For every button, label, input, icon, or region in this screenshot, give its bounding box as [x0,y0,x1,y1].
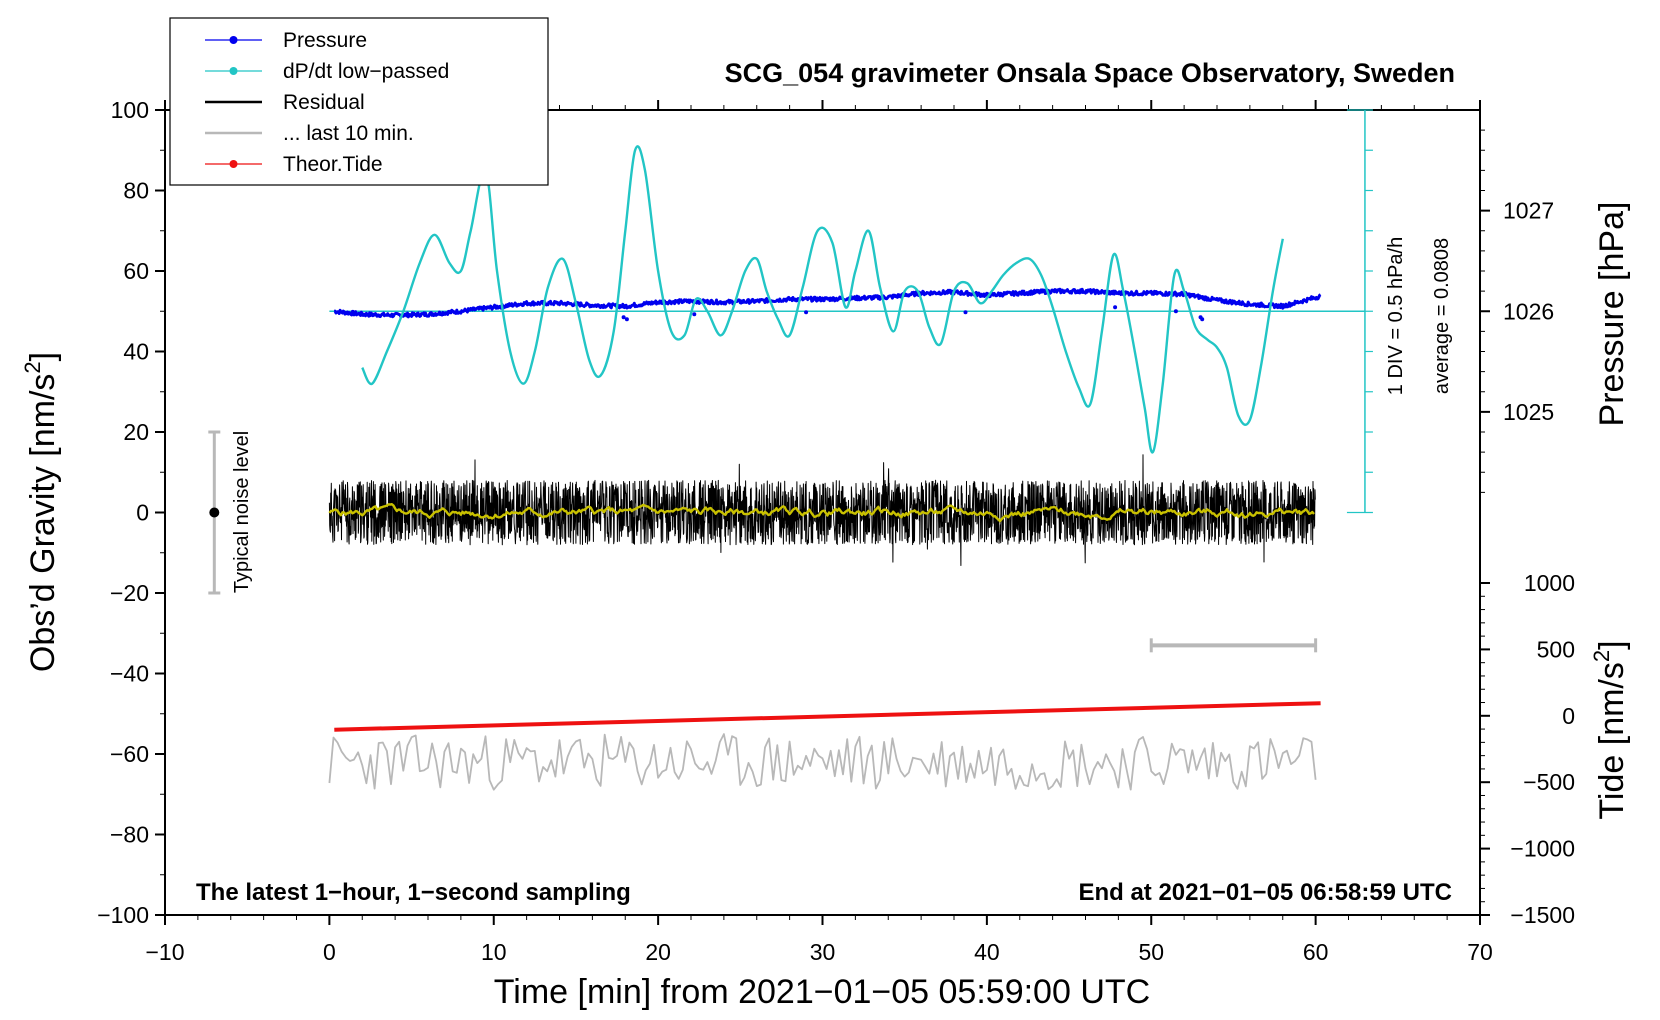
tide-tick-label: −1500 [1510,902,1575,928]
y-ticks: −100 −80 −60 −40 −20 0 20 40 60 80 100 [97,97,165,928]
legend-label: Residual [283,91,365,114]
sampling-note: The latest 1−hour, 1−second sampling [196,879,631,906]
y-tick-label: −40 [110,661,149,687]
x-tick-label: 40 [974,939,1000,965]
pressure-ticks: 1025 1026 1027 [1480,129,1554,493]
pressure-tick-label: 1027 [1503,198,1554,224]
x-tick-label: 50 [1138,939,1164,965]
series-tide-line [334,701,1321,732]
series-pressure-line [333,287,1322,319]
x-tick-label: 0 [323,939,336,965]
pressure-dropout-point [1173,309,1178,314]
y-axis-title-text: Obs’d Gravity [nm/s [24,374,62,673]
noise-bar-center [209,507,220,518]
tide-tick-label: 500 [1537,636,1575,662]
series-last10-line [328,733,1317,791]
y-tick-label: 60 [123,258,149,284]
pressure-tick-label: 1025 [1503,399,1554,425]
tide-axis-title-sup: 2 [1589,650,1614,662]
tide-ticks: −1500 −1000 −500 0 500 1000 [1480,570,1575,928]
legend-label: Theor.Tide [283,153,383,176]
y-tick-label: 0 [136,500,149,526]
tide-tick-label: 1000 [1524,570,1575,596]
x-axis-title: Time [min] from 2021−01−05 05:59:00 UTC [494,973,1150,1011]
legend-swatch-dot [229,36,238,44]
tide-axis-title: Tide [nm/s2] [1589,640,1631,819]
pressure-dropout-point [692,312,697,317]
y-axis-title-sup: 2 [20,361,45,373]
pressure-axis-title: Pressure [hPa] [1593,202,1631,427]
pressure-dropout-point [621,315,626,320]
y-tick-label: −100 [97,902,149,928]
y-tick-label: −60 [110,741,149,767]
x-tick-label: 60 [1303,939,1329,965]
legend-label: dP/dt low−passed [283,60,449,83]
noise-bar [208,430,221,595]
pressure-dropout-point [1113,305,1118,310]
y-tick-label: 40 [123,339,149,365]
x-ticks: −10 0 10 20 30 40 50 60 70 [145,100,1493,965]
tide-tick-label: 0 [1562,703,1575,729]
x-tick-label: 30 [810,939,836,965]
tide-tick-label: −500 [1523,769,1575,795]
y-tick-label: 100 [111,97,149,123]
x-tick-label: 10 [481,939,507,965]
div-label: 1 DIV = 0.5 hPa/h [1385,237,1407,395]
end-time-note: End at 2021−01−05 06:58:59 UTC [1078,879,1452,906]
y-axis-title: Obs’d Gravity [nm/s2] [20,352,62,672]
pressure-dropout-point [804,310,809,315]
y-tick-label: 20 [123,419,149,445]
y-axis-title-end: ] [24,352,62,361]
pressure-dropout-point [1200,317,1205,322]
x-tick-label: 20 [645,939,671,965]
legend-label: ... last 10 min. [283,122,414,145]
series-layer [328,145,1322,791]
average-label: average = 0.0808 [1431,238,1453,394]
legend-swatch-dot [229,160,238,168]
series-dpdt-line [361,145,1284,454]
chart-title: SCG_054 gravimeter Onsala Space Observat… [725,58,1455,88]
y-tick-label: −20 [110,580,149,606]
x-tick-label: −10 [145,939,184,965]
legend-label: Pressure [283,29,367,52]
noise-label: Typical noise level [231,431,253,593]
legend: Pressure dP/dt low−passed Residual ... last… [169,17,549,186]
pressure-dropout-point [963,310,968,315]
pressure-dropout-point [624,317,629,322]
tide-axis-title-end: ] [1593,640,1631,649]
y-tick-label: −80 [110,822,149,848]
last10-bar [1149,638,1318,653]
tide-tick-label: −1000 [1510,836,1575,862]
y-tick-label: 80 [123,178,149,204]
series-residual-smoothed [328,503,1315,523]
tide-axis-title-text: Tide [nm/s [1593,662,1631,819]
pressure-tick-label: 1026 [1503,298,1554,324]
x-tick-label: 70 [1467,939,1493,965]
legend-swatch-dot [229,67,238,75]
